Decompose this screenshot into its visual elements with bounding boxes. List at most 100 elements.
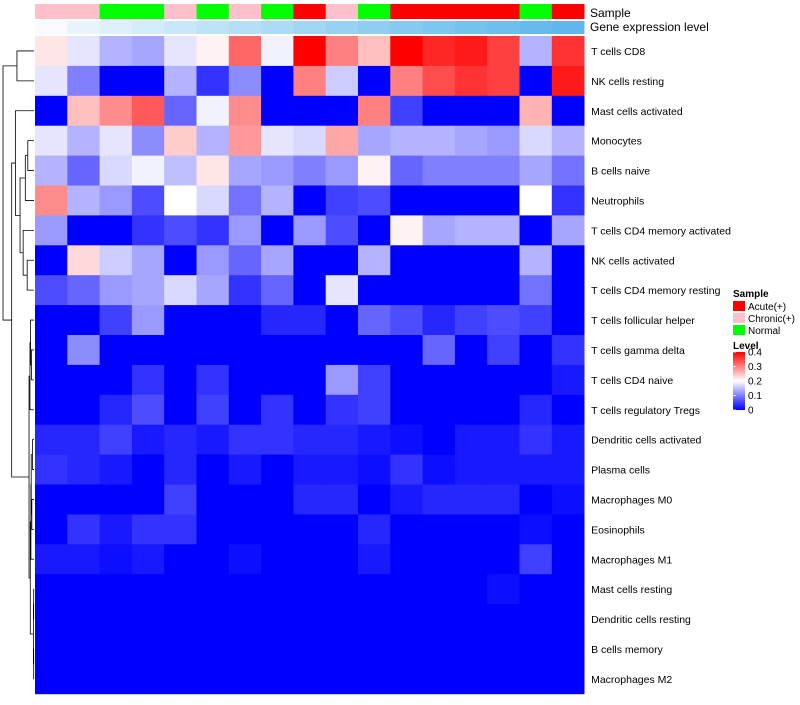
heatmap-cell bbox=[552, 544, 585, 574]
heatmap-cell bbox=[261, 485, 294, 515]
sample-annotation-cell bbox=[455, 4, 488, 19]
heatmap-cell bbox=[455, 66, 488, 96]
heatmap-cell bbox=[358, 485, 391, 515]
heatmap-cell bbox=[390, 574, 423, 604]
legend-level-tick-label: 0.3 bbox=[748, 362, 762, 373]
sample-annotation-cell bbox=[520, 4, 553, 19]
heatmap-cell bbox=[423, 305, 456, 335]
heatmap-cell bbox=[164, 544, 197, 574]
heatmap-cell bbox=[487, 425, 520, 455]
heatmap-cell bbox=[197, 186, 230, 216]
heatmap-cell bbox=[358, 305, 391, 335]
heatmap-cell bbox=[261, 365, 294, 395]
heatmap-cell bbox=[67, 485, 100, 515]
heatmap-cell bbox=[487, 574, 520, 604]
heatmap-cell bbox=[132, 275, 165, 305]
heatmap-cell bbox=[261, 96, 294, 126]
row-label: Mast cells resting bbox=[591, 584, 672, 596]
heatmap-cell bbox=[164, 604, 197, 634]
heatmap-cell bbox=[552, 186, 585, 216]
heatmap-cell bbox=[520, 634, 553, 664]
sample-annotation-title: Sample bbox=[590, 6, 631, 20]
heatmap-cell bbox=[487, 275, 520, 305]
heatmap-cell bbox=[293, 425, 326, 455]
gene-expression-annotation-cell bbox=[326, 21, 359, 34]
sample-annotation-bar bbox=[35, 4, 585, 19]
heatmap-cell bbox=[487, 335, 520, 365]
legend-level-tick-label: 0.1 bbox=[748, 391, 762, 402]
heatmap-cell bbox=[390, 126, 423, 156]
legend-label-chronic: Chronic(+) bbox=[748, 314, 795, 325]
heatmap-cell bbox=[67, 634, 100, 664]
sample-annotation-cell bbox=[164, 4, 197, 19]
heatmap-cell bbox=[132, 215, 165, 245]
row-label: Dendritic cells activated bbox=[591, 435, 701, 447]
heatmap-cell bbox=[552, 604, 585, 634]
dendrogram-branch bbox=[31, 320, 34, 365]
heatmap-cell bbox=[35, 96, 68, 126]
heatmap-cell bbox=[100, 574, 133, 604]
heatmap-cell bbox=[455, 275, 488, 305]
gene-expression-annotation-bar bbox=[35, 21, 585, 34]
heatmap-cell bbox=[132, 604, 165, 634]
heatmap-cell bbox=[293, 215, 326, 245]
heatmap-cell bbox=[229, 425, 262, 455]
row-label: Neutrophils bbox=[591, 195, 644, 207]
heatmap-cell bbox=[390, 485, 423, 515]
gene-expression-annotation-cell bbox=[261, 21, 294, 34]
gene-expression-annotation-cell bbox=[132, 21, 165, 34]
heatmap-cell bbox=[552, 425, 585, 455]
heatmap-cell bbox=[552, 36, 585, 66]
heatmap-cell bbox=[326, 96, 359, 126]
heatmap-cell bbox=[261, 126, 294, 156]
heatmap-cell bbox=[487, 455, 520, 485]
heatmap-cell bbox=[552, 156, 585, 186]
heatmap-cell bbox=[520, 305, 553, 335]
gene-expression-annotation-cell bbox=[100, 21, 133, 34]
heatmap-cell bbox=[423, 365, 456, 395]
sample-annotation-cell bbox=[197, 4, 230, 19]
heatmap-cell bbox=[455, 126, 488, 156]
heatmap-cell bbox=[35, 514, 68, 544]
heatmap-cell bbox=[487, 186, 520, 216]
heatmap-cell bbox=[487, 634, 520, 664]
heatmap-cell bbox=[455, 544, 488, 574]
row-label: T cells follicular helper bbox=[591, 315, 695, 327]
heatmap-cell bbox=[326, 485, 359, 515]
heatmap-cell bbox=[164, 574, 197, 604]
heatmap-cell bbox=[67, 156, 100, 186]
heatmap-cell bbox=[67, 664, 100, 694]
heatmap-cell bbox=[423, 215, 456, 245]
heatmap-cell bbox=[100, 156, 133, 186]
heatmap-cell bbox=[67, 186, 100, 216]
heatmap-cell bbox=[293, 455, 326, 485]
heatmap-cell bbox=[552, 574, 585, 604]
heatmap-cell bbox=[67, 574, 100, 604]
heatmap-cell bbox=[100, 634, 133, 664]
dendrogram-branch bbox=[15, 111, 34, 216]
heatmap-cell bbox=[520, 485, 553, 515]
heatmap-cell bbox=[552, 455, 585, 485]
heatmap-cell bbox=[487, 215, 520, 245]
heatmap-cell bbox=[520, 36, 553, 66]
heatmap-cell bbox=[520, 275, 553, 305]
heatmap-cell bbox=[520, 186, 553, 216]
heatmap-cell bbox=[293, 544, 326, 574]
heatmap-cell bbox=[197, 574, 230, 604]
heatmap-cell bbox=[326, 425, 359, 455]
heatmap-cell bbox=[67, 96, 100, 126]
heatmap-cell bbox=[326, 574, 359, 604]
heatmap-cell bbox=[100, 395, 133, 425]
heatmap-cell bbox=[358, 66, 391, 96]
heatmap-cell bbox=[455, 514, 488, 544]
heatmap-cell bbox=[326, 36, 359, 66]
heatmap-cell bbox=[35, 215, 68, 245]
heatmap-cell bbox=[390, 245, 423, 275]
heatmap-cell bbox=[423, 186, 456, 216]
heatmap-cell bbox=[229, 664, 262, 694]
dendrogram-branch bbox=[32, 350, 34, 380]
heatmap-cell bbox=[100, 544, 133, 574]
heatmap-cell bbox=[197, 544, 230, 574]
row-label: NK cells resting bbox=[591, 76, 664, 88]
